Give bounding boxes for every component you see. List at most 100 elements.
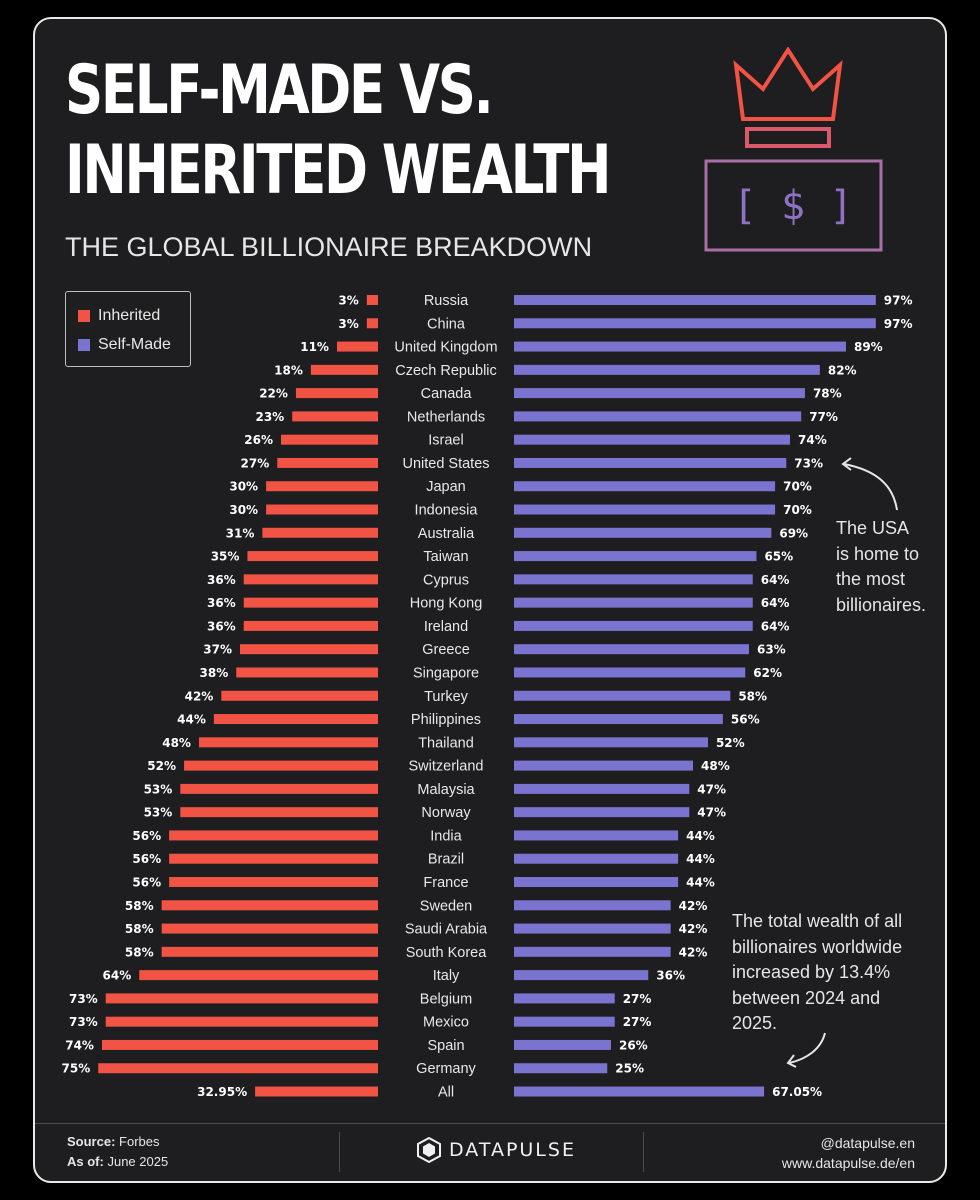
label-self-made-16: 62% [753,666,782,680]
category-label-30: Belgium [420,991,472,1007]
label-self-made-27: 42% [679,922,708,936]
total-note-line-5: 2025. [732,1013,778,1033]
label-self-made-19: 52% [716,736,745,750]
label-self-made-2: 89% [854,340,883,354]
usa-arrow-icon [841,457,898,511]
label-inherited-16: 38% [200,666,229,680]
website-link[interactable]: www.datapulse.de/en [781,1155,915,1171]
label-inherited-20: 52% [147,759,176,773]
bar-inherited-5 [292,411,378,422]
category-label-3: Czech Republic [395,363,497,379]
bar-self-made-8 [514,481,776,492]
label-inherited-25: 56% [132,876,161,890]
category-label-20: Switzerland [409,759,484,775]
label-self-made-6: 74% [798,433,827,447]
bar-self-made-25 [514,877,679,887]
label-inherited-22: 53% [144,806,173,820]
bar-inherited-22 [180,807,378,818]
category-label-31: Mexico [423,1015,469,1031]
bar-self-made-6 [514,434,791,445]
bar-self-made-23 [514,830,679,841]
bar-self-made-20 [514,760,694,771]
legend-item-self-made: Self-Made [78,336,171,354]
label-inherited-27: 58% [125,922,154,936]
bar-inherited-34 [255,1086,378,1097]
label-inherited-7: 27% [241,456,270,470]
label-self-made-7: 73% [794,456,823,470]
label-self-made-4: 78% [813,387,842,401]
category-label-24: Brazil [428,852,464,868]
label-inherited-33: 75% [62,1062,91,1076]
label-self-made-13: 64% [761,596,790,610]
label-inherited-34: 32.95% [197,1085,247,1099]
label-inherited-6: 26% [244,433,273,447]
label-inherited-4: 22% [259,387,288,401]
label-inherited-10: 31% [226,526,255,540]
label-inherited-29: 64% [103,969,132,983]
bar-inherited-10 [262,527,378,538]
bar-self-made-10 [514,527,772,538]
label-inherited-23: 56% [132,829,161,843]
bar-inherited-6 [281,434,378,445]
source-value: Forbes [119,1134,160,1149]
page-title: SELF-MADE VS. INHERITED WEALTH [65,51,612,211]
total-note-line-1: The total wealth of all [732,911,903,931]
category-label-29: Italy [433,968,460,984]
category-label-13: Hong Kong [410,596,483,612]
category-label-11: Taiwan [423,549,468,565]
total-note-line-4: between 2024 and [732,987,881,1008]
label-self-made-18: 56% [731,713,760,727]
bar-self-made-11 [514,551,757,562]
category-label-12: Cyprus [423,572,469,588]
label-inherited-26: 58% [125,899,154,913]
bar-inherited-26 [161,900,378,911]
label-self-made-5: 77% [809,410,838,424]
bar-inherited-31 [105,1016,379,1027]
bar-inherited-13 [243,597,378,608]
bar-self-made-14 [514,620,753,631]
bar-self-made-18 [514,714,723,725]
label-self-made-14: 64% [761,619,790,633]
bar-inherited-0 [366,295,378,305]
total-note-line-2: billionaires worldwide [732,936,903,957]
bar-self-made-29 [514,970,649,981]
bar-self-made-32 [514,1039,611,1050]
bar-inherited-2 [336,341,378,352]
crown-icon [733,47,843,148]
category-label-27: Saudi Arabia [405,922,488,938]
category-label-16: Singapore [413,665,479,681]
label-inherited-8: 30% [229,480,258,494]
total-wealth-annotation: The total wealth of all billionaires wor… [732,909,902,1037]
label-inherited-24: 56% [132,852,161,866]
bar-inherited-23 [169,830,378,841]
brand-name: DATAPULSE [449,1139,576,1161]
bar-inherited-32 [101,1039,378,1050]
bar-self-made-28 [514,946,671,957]
bar-inherited-14 [243,620,378,631]
label-self-made-12: 64% [761,573,790,587]
label-self-made-15: 63% [757,643,786,657]
label-inherited-15: 37% [203,643,232,657]
category-label-8: Japan [426,479,466,495]
label-inherited-1: 3% [338,317,358,331]
bar-self-made-12 [514,574,753,585]
label-self-made-28: 42% [679,945,708,959]
bar-inherited-11 [247,551,378,562]
bar-inherited-4 [295,388,378,399]
bar-self-made-33 [514,1063,608,1074]
social-handle[interactable]: @datapulse.en [820,1135,915,1151]
bar-self-made-17 [514,690,731,701]
bar-inherited-25 [169,877,378,887]
label-self-made-30: 27% [623,992,652,1006]
footer-divider [35,1123,945,1124]
label-inherited-19: 48% [162,736,191,750]
category-label-22: Norway [421,805,471,821]
bar-self-made-3 [514,364,820,375]
label-self-made-23: 44% [686,829,715,843]
label-inherited-5: 23% [255,410,284,424]
chart-legend: Inherited Self-Made [65,291,191,367]
category-label-0: Russia [424,293,469,309]
bar-inherited-1 [366,318,378,329]
category-label-1: China [427,316,466,332]
category-label-18: Philippines [411,712,481,728]
